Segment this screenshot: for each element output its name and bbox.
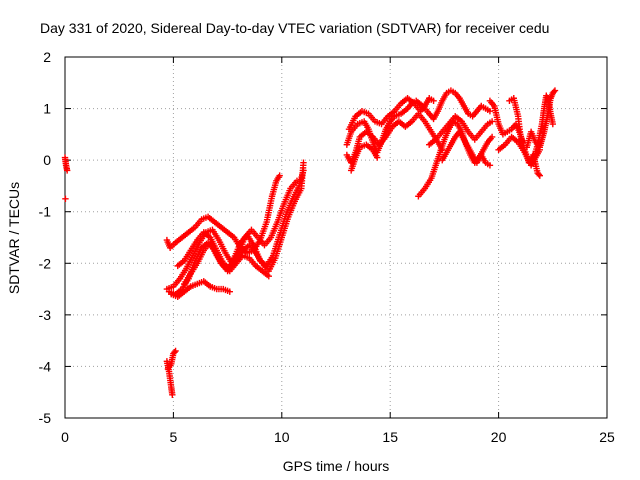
- x-tick-label: 5: [170, 429, 178, 445]
- data-point-marker: [373, 154, 381, 161]
- y-tick-label: -1: [39, 204, 52, 220]
- data-point-marker: [519, 138, 526, 146]
- data-point-marker: [551, 87, 559, 94]
- data-point-marker: [169, 391, 176, 398]
- data-point-marker: [536, 172, 543, 179]
- y-axis-label: SDTVAR / TECUs: [6, 182, 22, 294]
- y-tick-label: -3: [39, 307, 52, 323]
- grid-lines: [65, 57, 607, 418]
- x-tick-label: 25: [599, 429, 615, 445]
- y-tick-label: -2: [39, 255, 52, 271]
- data-point-marker: [486, 107, 494, 115]
- y-tick-label: 1: [43, 101, 51, 117]
- data-point-marker: [300, 159, 307, 166]
- y-tick-label: -5: [39, 410, 52, 426]
- data-series: [61, 87, 559, 398]
- plot-frame: [64, 56, 608, 419]
- data-point-marker: [172, 347, 179, 355]
- x-tick-label: 0: [61, 429, 69, 445]
- data-point-marker: [550, 88, 558, 96]
- data-point-marker: [265, 272, 272, 280]
- data-point-marker: [549, 120, 556, 128]
- x-tick-label: 10: [274, 429, 290, 445]
- axis-ticks: 0 5 10 15 20 25 -5 -4 -3 -2 -1 0 1 2: [39, 49, 615, 445]
- data-point-marker: [226, 288, 233, 295]
- x-tick-label: 20: [491, 429, 507, 445]
- data-point-marker: [535, 171, 542, 178]
- y-tick-label: -4: [39, 358, 52, 374]
- data-point-marker: [486, 162, 494, 169]
- data-point-marker: [488, 118, 496, 125]
- data-point-marker: [430, 97, 437, 105]
- y-tick-label: 0: [43, 152, 51, 168]
- y-tick-label: 2: [43, 49, 51, 65]
- data-point-marker: [171, 349, 178, 356]
- x-tick-label: 15: [382, 429, 398, 445]
- x-axis-label: GPS time / hours: [283, 458, 390, 474]
- data-point-marker: [488, 133, 496, 141]
- data-point-marker: [63, 167, 71, 174]
- data-point-marker: [276, 172, 283, 179]
- chart-title: Day 331 of 2020, Sidereal Day-to-day VTE…: [40, 20, 549, 36]
- data-point-marker: [62, 195, 69, 203]
